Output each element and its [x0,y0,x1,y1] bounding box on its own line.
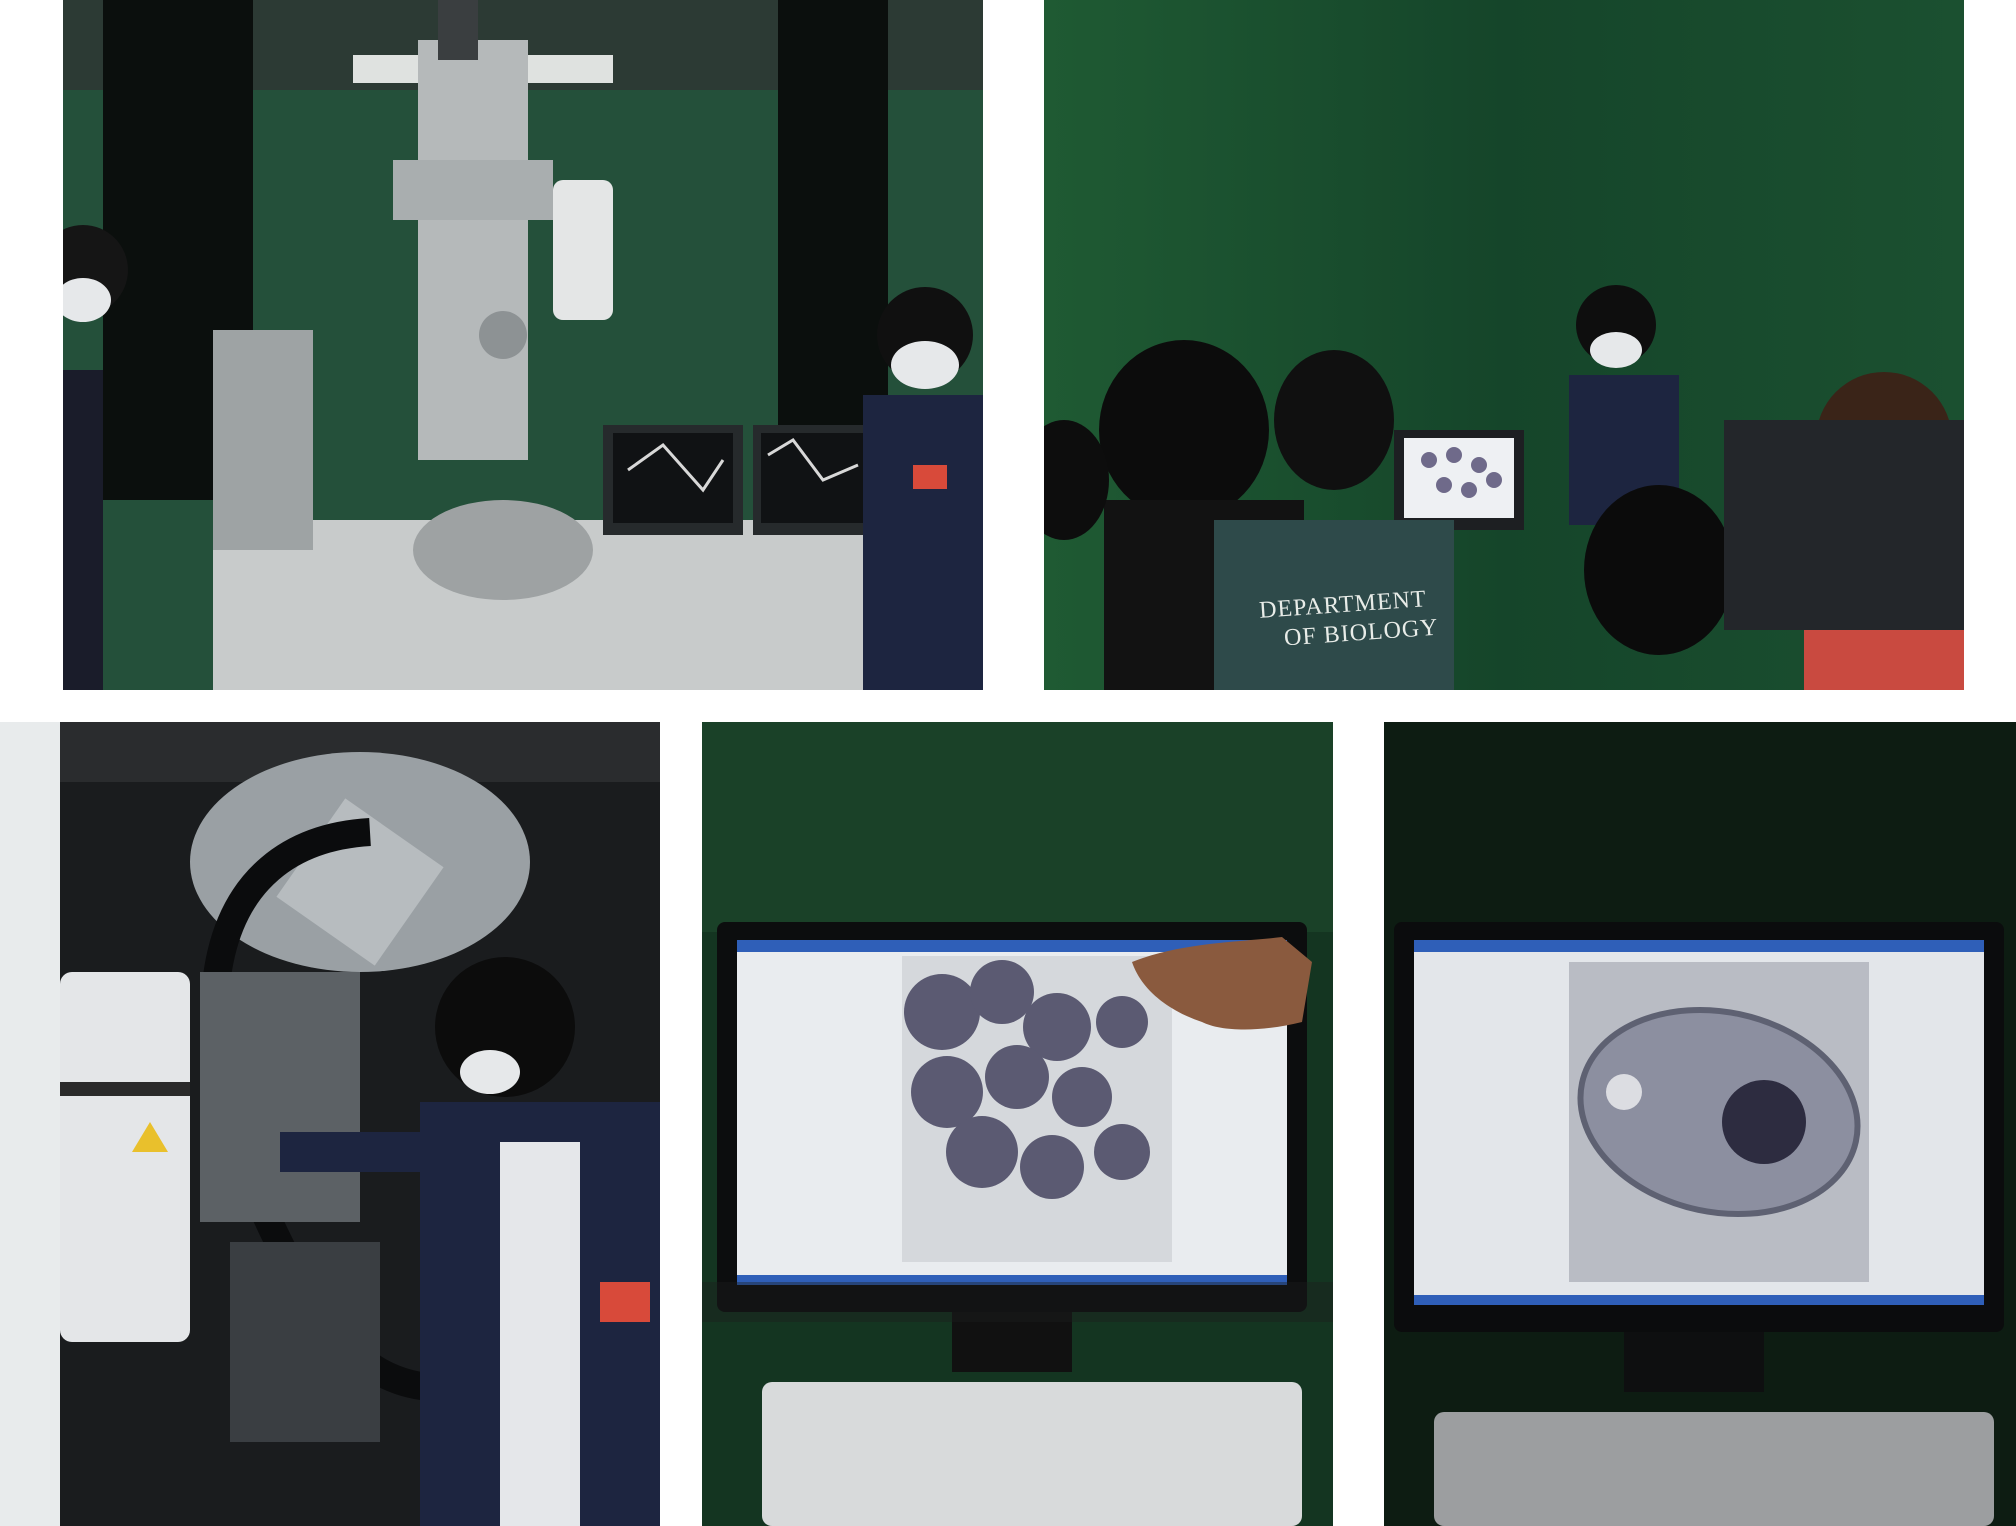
photo-group-viewing: DEPARTMENT OF BIOLOGY [1044,0,1964,690]
monitor-spheres-image [702,722,1333,1526]
group-viewing-image [1044,0,1964,690]
photo-monitor-spheres [702,722,1333,1526]
photo-microscope-room [63,0,983,690]
monitor-cell-image [1384,722,2016,1526]
photo-cryo-instrument [0,722,660,1526]
cryo-instrument-image [0,722,660,1526]
microscope-room-image [63,0,983,690]
photo-monitor-cell [1384,722,2016,1526]
